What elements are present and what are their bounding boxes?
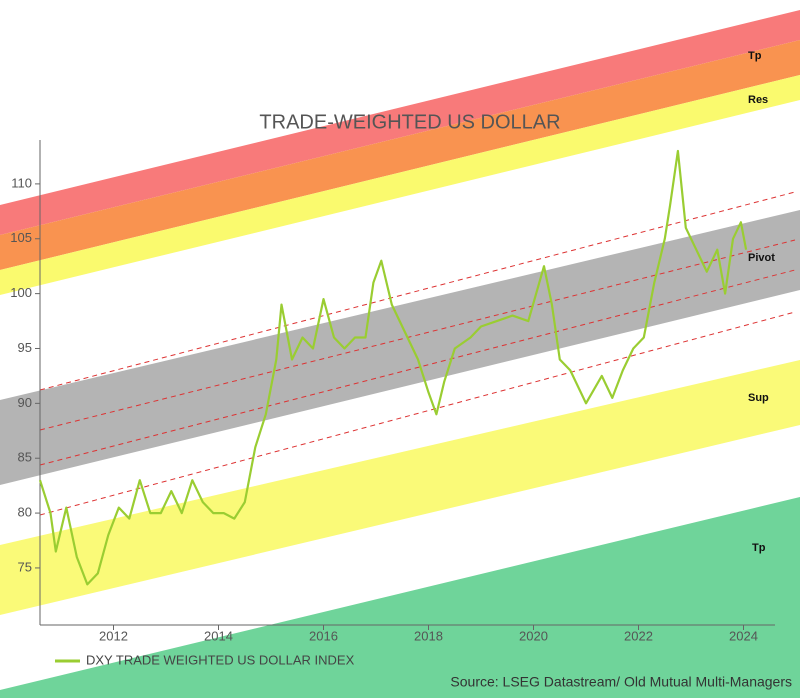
- x-tick-label: 2018: [414, 628, 443, 643]
- band-label: Sup: [748, 392, 769, 404]
- band-label: Tp: [748, 50, 762, 62]
- dashed-line: [39, 269, 796, 466]
- data-line: [38, 149, 748, 586]
- x-tick-label: 2012: [99, 628, 128, 643]
- band-label: Tp: [752, 542, 766, 554]
- band-tp-lower: [0, 497, 800, 698]
- y-tick-label: 75: [18, 559, 32, 574]
- legend-label: DXY TRADE WEIGHTED US DOLLAR INDEX: [86, 652, 355, 667]
- y-tick-label: 105: [10, 230, 32, 245]
- dashed-line: [39, 239, 796, 431]
- y-tick-label: 80: [18, 505, 32, 520]
- x-tick-label: 2014: [204, 628, 233, 643]
- y-tick-label: 90: [18, 395, 32, 410]
- y-tick-label: 100: [10, 285, 32, 300]
- band-sup: [0, 360, 800, 615]
- x-tick-label: 2020: [519, 628, 548, 643]
- band-res-yellow: [0, 75, 800, 295]
- y-tick-label: 95: [18, 340, 32, 355]
- dashed-line: [39, 311, 796, 516]
- band-tp-upper: [0, 10, 800, 235]
- chart-title: TRADE-WEIGHTED US DOLLAR: [259, 111, 560, 133]
- source-note: Source: LSEG Datastream/ Old Mutual Mult…: [450, 674, 792, 690]
- y-tick-label: 85: [18, 450, 32, 465]
- x-tick-label: 2022: [624, 628, 653, 643]
- y-tick-label: 110: [11, 175, 32, 190]
- band-label: Res: [748, 94, 768, 106]
- band-label: Pivot: [748, 252, 775, 264]
- dashed-line: [39, 191, 796, 391]
- channel-bands: [0, 10, 800, 698]
- x-tick-label: 2016: [309, 628, 338, 643]
- band-res-orange: [0, 40, 800, 270]
- band-pivot: [0, 210, 800, 485]
- x-tick-label: 2024: [729, 628, 758, 643]
